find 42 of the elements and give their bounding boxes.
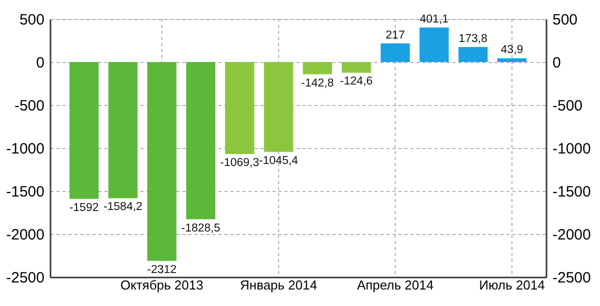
bar — [147, 62, 176, 261]
y2-tick-label: -2000 — [552, 226, 591, 244]
y-tick-label: 0 — [36, 54, 44, 72]
y2-tick-label: -1000 — [552, 140, 591, 158]
bar — [69, 62, 99, 199]
y-tick-label: -500 — [14, 98, 44, 114]
x-tick-label: Июль 2014 — [479, 278, 545, 292]
y2-tick-label: -2500 — [552, 270, 591, 286]
bar — [186, 62, 216, 220]
y-tick-label: -1500 — [6, 184, 44, 200]
y2-tick-label: -500 — [552, 98, 583, 114]
data-label: 401,1 — [420, 14, 449, 26]
bar — [458, 47, 488, 62]
y-tick-label: -2500 — [6, 270, 44, 286]
bar — [302, 62, 332, 74]
y-tick-label: 500 — [19, 12, 44, 28]
y2-tick-label: -1500 — [552, 184, 591, 200]
data-label: -1828,5 — [181, 222, 220, 234]
data-label: -124,6 — [340, 76, 373, 88]
y2-tick-label: 0 — [552, 54, 561, 72]
data-label: -2312 — [147, 264, 177, 276]
data-label: -1069,3 — [220, 156, 260, 169]
data-label: -1045,4 — [259, 154, 299, 167]
y2-tick-label: 500 — [552, 12, 578, 28]
bar — [420, 28, 449, 62]
bar — [342, 62, 371, 73]
data-label: -142,8 — [301, 77, 334, 90]
data-label: 43,9 — [500, 44, 524, 56]
y-tick-label: -2000 — [6, 226, 44, 244]
x-tick-label: Январь 2014 — [240, 278, 318, 292]
bar — [225, 62, 254, 154]
bar — [264, 62, 294, 152]
data-label: -1592 — [69, 202, 99, 214]
bar — [380, 43, 410, 62]
bar — [108, 62, 138, 198]
data-label: -1584,2 — [103, 201, 142, 214]
y-tick-label: -1000 — [6, 140, 44, 158]
x-tick-label: Апрель 2014 — [356, 278, 434, 292]
data-label: 173,8 — [458, 33, 488, 46]
bar — [497, 58, 527, 62]
x-tick-label: Октябрь 2013 — [120, 278, 204, 292]
data-label: 217 — [386, 29, 405, 42]
